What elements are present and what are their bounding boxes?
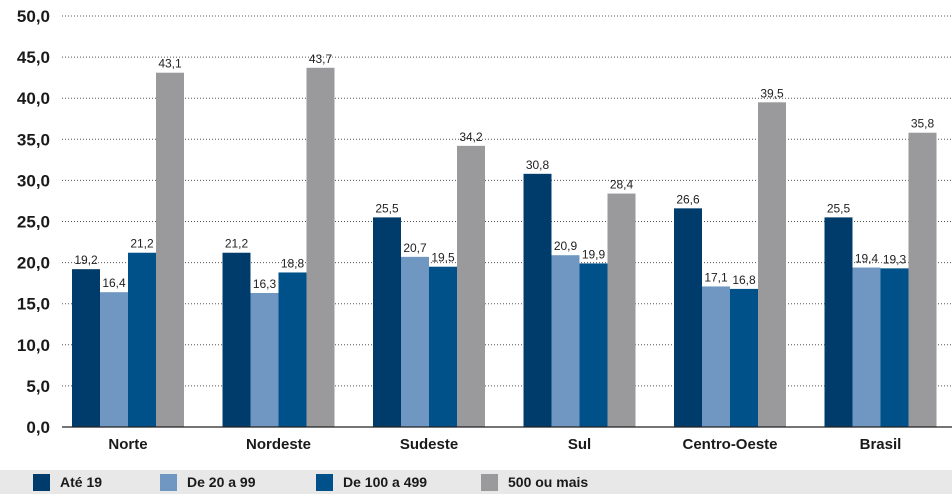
legend-item: Até 19 <box>33 473 103 491</box>
bar <box>72 269 100 427</box>
data-label: 21,2 <box>130 237 154 251</box>
bar <box>250 293 279 427</box>
data-label: 25,5 <box>827 201 851 215</box>
x-tick-label: Sudeste <box>400 436 458 453</box>
bar <box>758 102 786 427</box>
data-label: 21,2 <box>225 237 249 251</box>
data-label: 28,4 <box>610 178 634 192</box>
bar <box>222 252 251 427</box>
y-tick-label: 50,0 <box>17 7 50 26</box>
data-label: 25,5 <box>375 201 399 215</box>
bar <box>824 217 853 427</box>
data-label: 39,5 <box>760 86 784 100</box>
data-label: 19,4 <box>855 252 879 266</box>
bar-chart: 0,0 5,0 10,0 15,0 20,0 25,0 30,0 35,0 40,0 45,0 50… <box>17 7 952 453</box>
y-tick-label: 35,0 <box>17 130 50 149</box>
y-tick-label: 20,0 <box>17 254 50 273</box>
x-tick-label: Nordeste <box>246 436 311 453</box>
data-label: 16,3 <box>253 277 277 291</box>
y-axis: 0,0 5,0 10,0 15,0 20,0 25,0 30,0 35,0 40,0 45,0 50… <box>17 7 50 437</box>
data-labels: 19,2 16,4 21,2 43,1 21,2 16,3 18,8 43,7 25,5 20,7… <box>74 52 934 291</box>
data-label: 34,2 <box>459 130 483 144</box>
x-tick-label: Brasil <box>860 436 902 453</box>
legend: Até 19 De 20 a 99 De 100 a 499 500 ou mais <box>0 470 952 494</box>
x-tick-label: Norte <box>108 436 147 453</box>
data-label: 20,9 <box>554 239 578 253</box>
legend-item: De 20 a 99 <box>160 473 256 491</box>
y-tick-label: 15,0 <box>17 295 50 314</box>
bar <box>852 267 881 427</box>
bar <box>607 193 636 427</box>
bar <box>128 252 156 427</box>
data-label: 18,8 <box>281 256 305 270</box>
bar <box>429 266 457 427</box>
legend-item: 500 ou mais <box>481 473 589 491</box>
data-label: 30,8 <box>526 158 550 172</box>
legend-label: 500 ou mais <box>508 474 589 490</box>
data-label: 19,9 <box>582 247 606 261</box>
data-label: 17,1 <box>704 270 728 284</box>
bar <box>278 272 307 427</box>
legend-swatch <box>33 473 50 491</box>
y-tick-label: 10,0 <box>17 336 50 355</box>
bar <box>908 132 937 427</box>
y-tick-label: 45,0 <box>17 48 50 67</box>
bar <box>100 292 128 427</box>
data-label: 19,5 <box>431 251 455 265</box>
bar <box>156 72 184 427</box>
legend-swatch <box>316 473 333 491</box>
legend-swatch <box>481 473 498 491</box>
bar <box>730 288 758 427</box>
bar <box>373 217 401 427</box>
bars <box>72 67 937 427</box>
data-label: 43,7 <box>309 52 333 66</box>
data-label: 16,4 <box>102 276 126 290</box>
bar <box>579 263 608 427</box>
legend-label: Até 19 <box>60 474 103 490</box>
x-axis: Norte Nordeste Sudeste Sul Centro-Oeste Brasi… <box>62 426 952 453</box>
bar <box>674 208 702 427</box>
x-tick-label: Sul <box>568 436 591 453</box>
data-label: 26,6 <box>676 192 700 206</box>
y-tick-label: 0,0 <box>26 418 50 437</box>
legend-swatch <box>160 473 177 491</box>
x-tick-label: Centro-Oeste <box>682 436 777 453</box>
data-label: 35,8 <box>911 117 935 131</box>
y-tick-label: 25,0 <box>17 213 50 232</box>
gridlines <box>62 15 952 387</box>
legend-label: De 20 a 99 <box>187 474 256 490</box>
bar <box>457 145 485 427</box>
y-tick-label: 5,0 <box>26 377 50 396</box>
bar <box>880 268 909 427</box>
data-label: 19,3 <box>883 252 907 266</box>
bar <box>401 256 429 427</box>
y-tick-label: 40,0 <box>17 89 50 108</box>
bar <box>523 173 552 427</box>
bar <box>702 286 730 427</box>
legend-item: De 100 a 499 <box>316 473 428 491</box>
y-tick-label: 30,0 <box>17 171 50 190</box>
bar <box>306 67 335 427</box>
data-label: 16,8 <box>732 273 756 287</box>
legend-label: De 100 a 499 <box>343 474 428 490</box>
data-label: 20,7 <box>403 241 427 255</box>
data-label: 43,1 <box>158 57 182 71</box>
bar <box>551 255 580 427</box>
data-label: 19,2 <box>74 253 98 267</box>
